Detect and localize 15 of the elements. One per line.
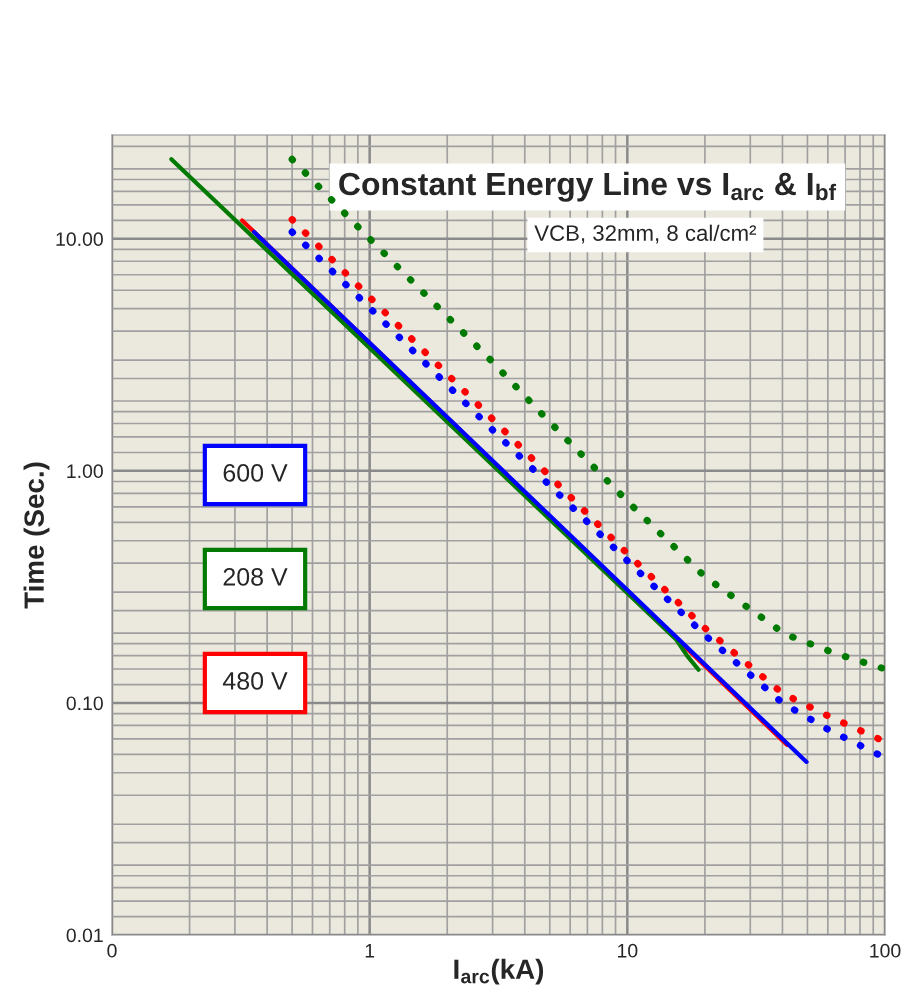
x-tick-label: 100 (870, 943, 901, 958)
text: 480 V (222, 672, 288, 690)
text: Constant Energy Line vs I$_{arc}$ & I$_{bf}$ (339, 171, 837, 202)
y-tick-label: 0.01 (66, 928, 103, 943)
x-axis-title: I$_{arc}$(kA) (454, 958, 544, 985)
text: 208 V (223, 568, 288, 586)
x-tick-label: 0 (107, 943, 117, 958)
x-tick-label: 10 (618, 943, 638, 958)
y-tick-label: 0.10 (66, 696, 103, 711)
text: 600 V (223, 464, 288, 482)
text: VCB, 32mm, 8 cal/cm² (534, 224, 757, 244)
y-tick-label: 10.00 (56, 232, 103, 247)
x-tick-label: 1 (365, 944, 375, 958)
y-axis-title: Time (Sec.) (23, 462, 50, 609)
y-tick-label: 1.00 (67, 464, 103, 479)
